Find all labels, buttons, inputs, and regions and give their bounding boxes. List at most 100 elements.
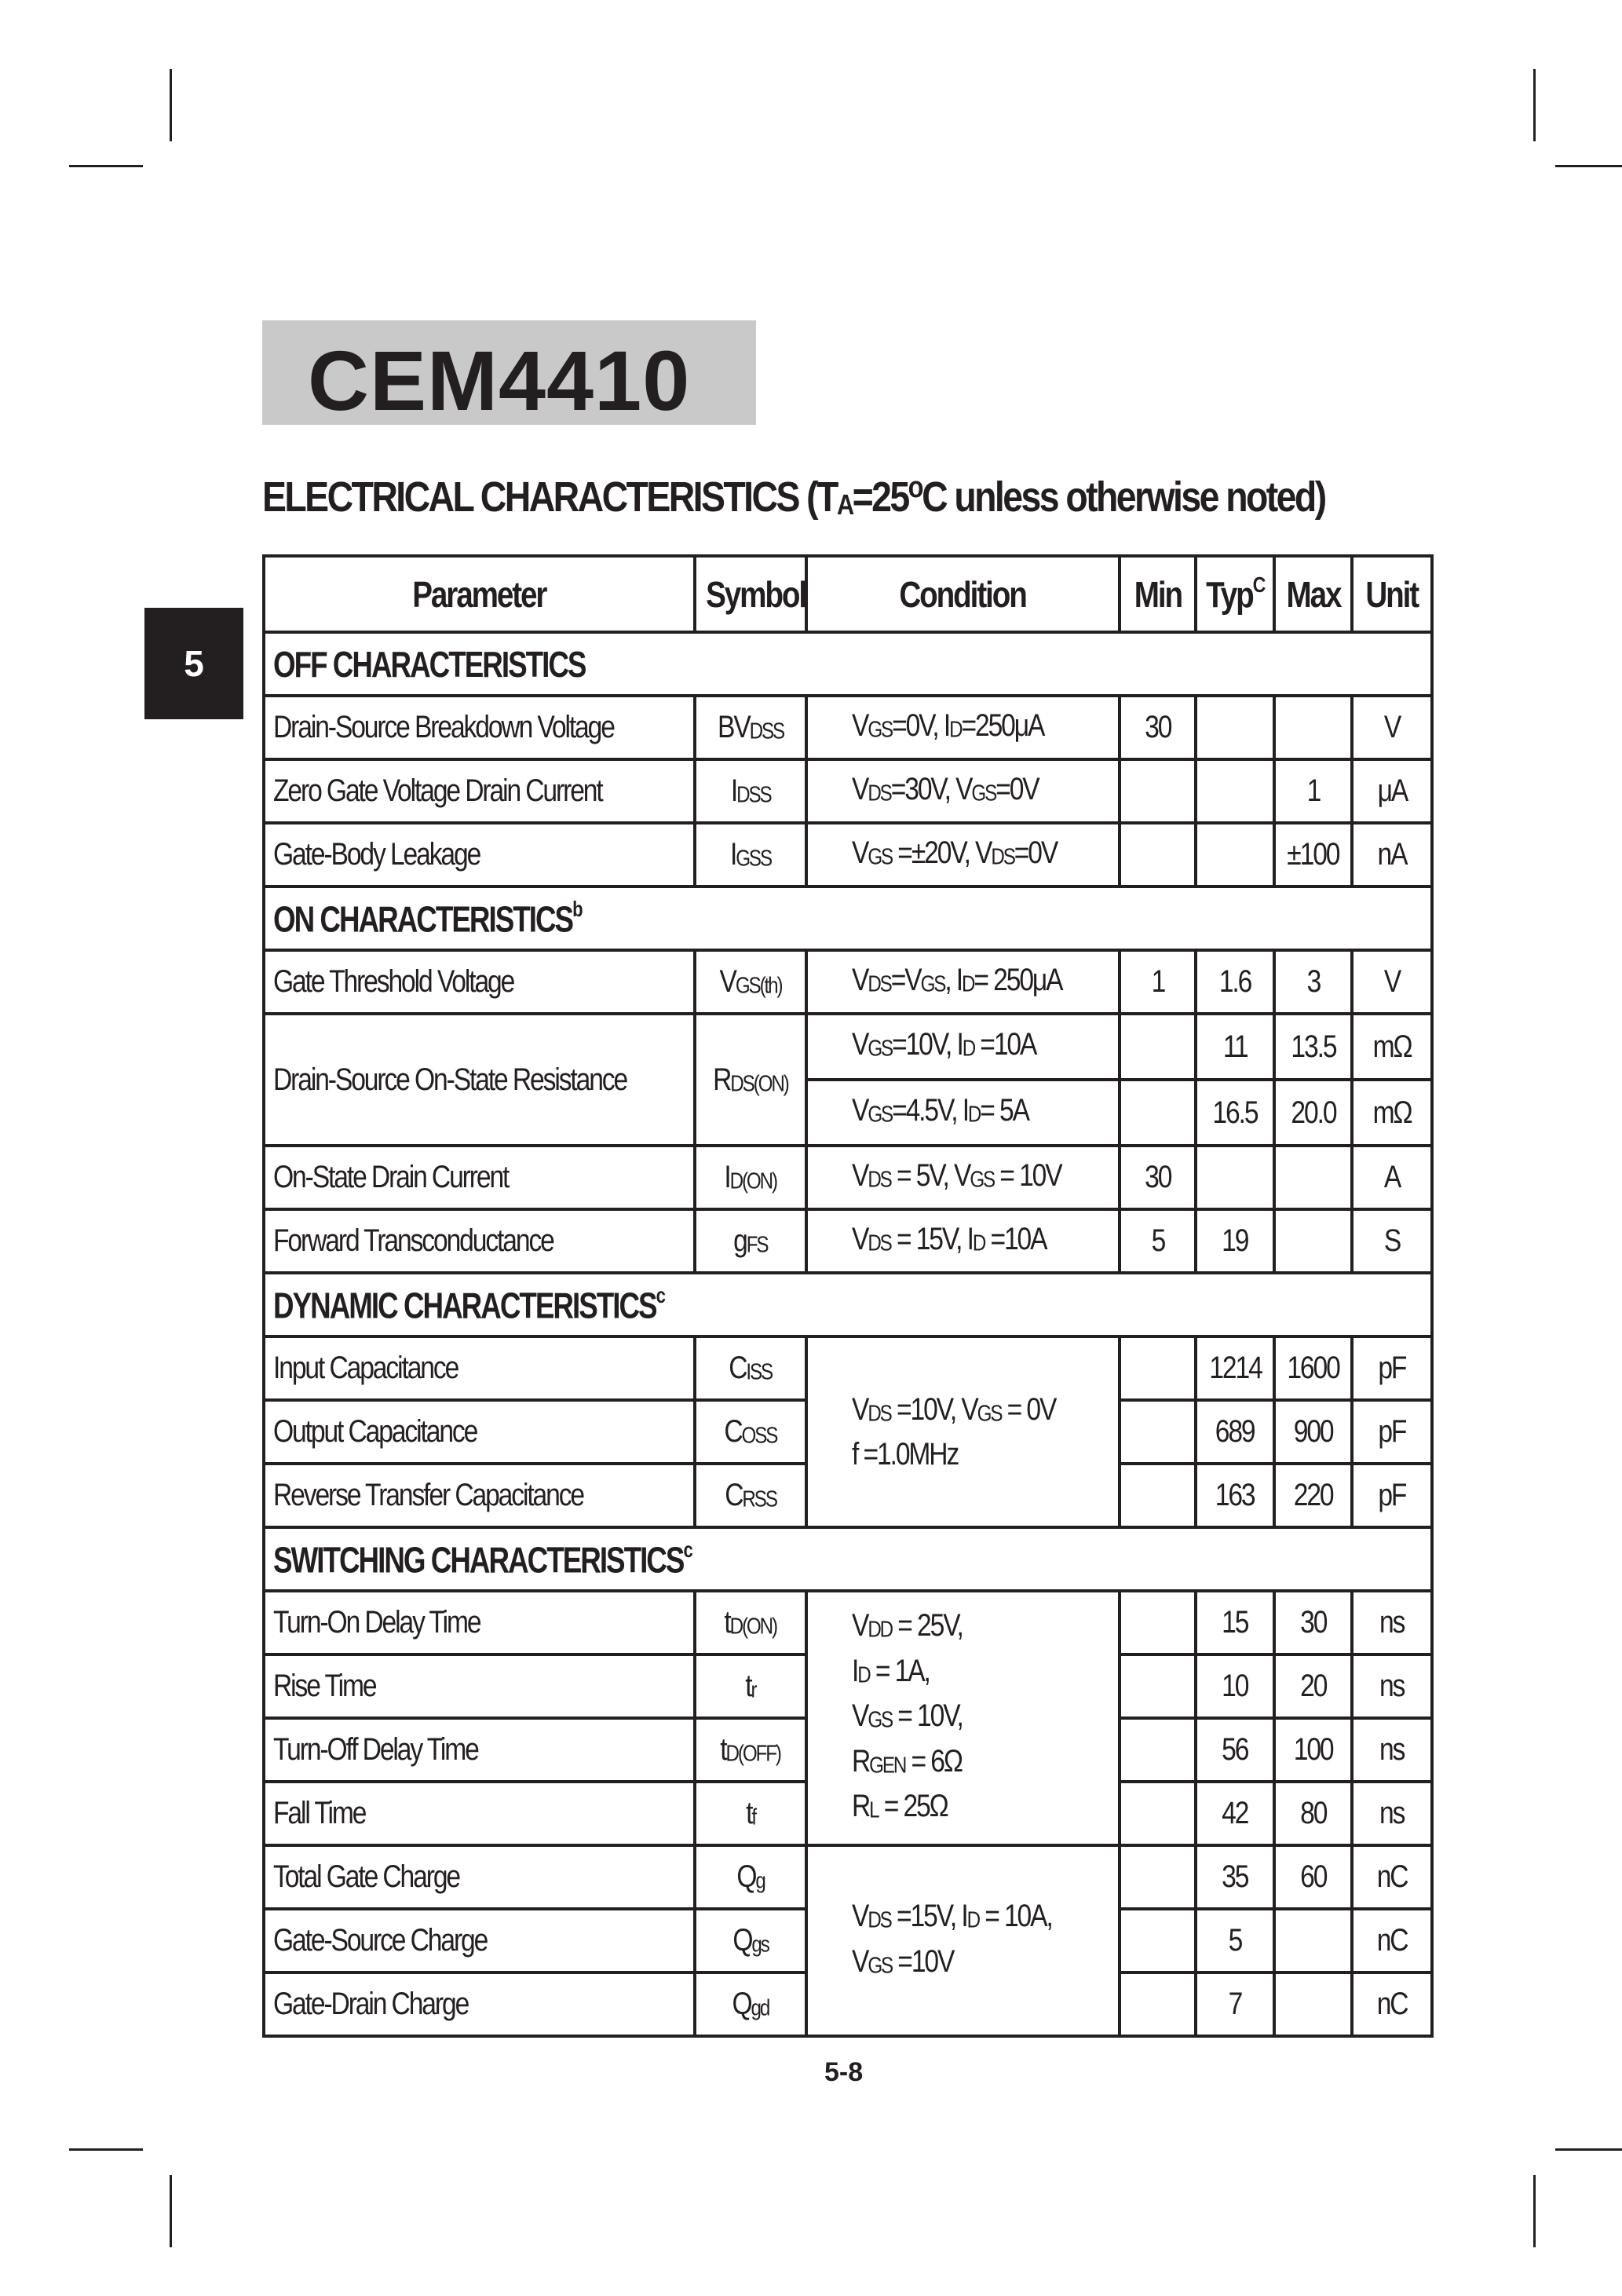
crop-mark	[170, 69, 172, 141]
typ-cell: 15	[1194, 1589, 1276, 1656]
parameter-cell: Rise Time	[262, 1653, 696, 1720]
max-cell: 3	[1273, 949, 1353, 1015]
min-cell	[1118, 1589, 1197, 1656]
table-row: Rise Time tr 10 20 ns	[262, 1653, 1434, 1720]
table-row: Forward Transconductance gFS VDS = 15V, ID…	[262, 1208, 1434, 1274]
section-tab: 5	[144, 608, 243, 719]
section-row: ON CHARACTERISTICSb	[262, 885, 1434, 952]
header-unit: Unit	[1350, 554, 1434, 634]
condition-cell: VGS=4.5V, ID= 5A	[805, 1078, 1121, 1147]
header-parameter: Parameter	[262, 554, 696, 634]
symbol-cell: Qgs	[693, 1907, 808, 1974]
page-number: 5-8	[824, 2057, 864, 2087]
parameter-cell: Zero Gate Voltage Drain Current	[262, 758, 696, 824]
unit-cell: nA	[1350, 821, 1434, 888]
parameter-cell: Forward Transconductance	[262, 1208, 696, 1274]
unit-cell: mΩ	[1350, 1012, 1434, 1081]
symbol-cell: COSS	[693, 1398, 808, 1465]
max-cell: 220	[1273, 1462, 1353, 1529]
condition-cell: VGS =±20V, VDS=0V	[805, 821, 1121, 888]
typ-cell: 16.5	[1194, 1078, 1276, 1147]
typ-cell: 7	[1194, 1971, 1276, 2038]
table-row: Zero Gate Voltage Drain Current IDSS VDS=3…	[262, 758, 1434, 824]
parameter-cell: Output Capacitance	[262, 1398, 696, 1465]
condition-cell: VDS=30V, VGS=0V	[805, 758, 1121, 824]
unit-cell: ns	[1350, 1780, 1434, 1847]
condition-cell: VDS = 15V, ID =10A	[805, 1208, 1121, 1274]
parameter-cell: Gate-Body Leakage	[262, 821, 696, 888]
min-cell	[1118, 1907, 1197, 1974]
header-typ: TypC	[1194, 554, 1276, 634]
table-row: Turn-Off Delay Time tD(OFF) 56 100 ns	[262, 1717, 1434, 1783]
min-cell	[1118, 1971, 1197, 2038]
condition-cell: VDS =10V, VGS = 0V f =1.0MHz	[805, 1335, 1121, 1529]
typ-cell: 35	[1194, 1844, 1276, 1910]
symbol-cell: VGS(th)	[693, 949, 808, 1015]
symbol-cell: gFS	[693, 1208, 808, 1274]
max-cell: 20.0	[1273, 1078, 1353, 1147]
symbol-cell: BVDSS	[693, 694, 808, 761]
max-cell: 1600	[1273, 1335, 1353, 1402]
unit-cell: nC	[1350, 1844, 1434, 1910]
symbol-cell: ID(ON)	[693, 1144, 808, 1211]
min-cell	[1118, 1012, 1197, 1081]
crop-mark	[1533, 69, 1536, 141]
parameter-cell: Reverse Transfer Capacitance	[262, 1462, 696, 1529]
crop-mark	[1555, 2148, 1622, 2151]
symbol-cell: Qg	[693, 1844, 808, 1910]
max-cell	[1273, 1971, 1353, 2038]
parameter-cell: Turn-On Delay Time	[262, 1589, 696, 1656]
symbol-cell: RDS(ON)	[693, 1012, 808, 1147]
table-row: Total Gate Charge Qg VDS =15V, ID = 10A, VG…	[262, 1844, 1434, 2038]
symbol-cell: tr	[693, 1653, 808, 1720]
section-title: SWITCHING CHARACTERISTICSc	[262, 1526, 1434, 1592]
crop-mark	[69, 165, 143, 167]
min-cell	[1118, 1653, 1197, 1720]
min-cell: 5	[1118, 1208, 1197, 1274]
max-cell	[1273, 694, 1353, 761]
typ-cell: 56	[1194, 1717, 1276, 1783]
condition-cell: VDS = 5V, VGS = 10V	[805, 1144, 1121, 1211]
table-row: Reverse Transfer Capacitance CRSS 163 220 pF	[262, 1462, 1434, 1529]
symbol-cell: IDSS	[693, 758, 808, 824]
unit-cell: pF	[1350, 1335, 1434, 1402]
condition-cell: VDD = 25V, ID = 1A, VGS = 10V, RGEN = 6Ω RL …	[805, 1589, 1121, 1847]
min-cell	[1118, 1780, 1197, 1847]
table-row: Turn-On Delay Time tD(ON) VDD = 25V, ID = 1…	[262, 1589, 1434, 1847]
max-cell: 80	[1273, 1780, 1353, 1847]
table-row: Drain-Source Breakdown Voltage BVDSS VGS=0…	[262, 694, 1434, 761]
unit-cell: ns	[1350, 1589, 1434, 1656]
table-row: Gate Threshold Voltage VGS(th) VDS=VGS, ID…	[262, 949, 1434, 1015]
symbol-cell: IGSS	[693, 821, 808, 888]
max-cell: 20	[1273, 1653, 1353, 1720]
section-row: SWITCHING CHARACTERISTICSc	[262, 1526, 1434, 1592]
section-title: DYNAMIC CHARACTERISTICSc	[262, 1271, 1434, 1338]
min-cell	[1118, 1335, 1197, 1402]
header-max: Max	[1273, 554, 1353, 634]
symbol-cell: tD(ON)	[693, 1589, 808, 1656]
unit-cell: V	[1350, 949, 1434, 1015]
parameter-cell: Drain-Source Breakdown Voltage	[262, 694, 696, 761]
typ-cell	[1194, 758, 1276, 824]
symbol-cell: CRSS	[693, 1462, 808, 1529]
min-cell: 30	[1118, 694, 1197, 761]
unit-cell: V	[1350, 694, 1434, 761]
typ-cell: 1214	[1194, 1335, 1276, 1402]
unit-cell: S	[1350, 1208, 1434, 1274]
min-cell	[1118, 1462, 1197, 1529]
section-title: ON CHARACTERISTICSb	[262, 885, 1434, 952]
parameter-cell: Total Gate Charge	[262, 1844, 696, 1910]
typ-cell	[1194, 1144, 1276, 1211]
unit-cell: A	[1350, 1144, 1434, 1211]
typ-cell: 42	[1194, 1780, 1276, 1847]
header-symbol: Symbol	[693, 554, 808, 634]
unit-cell: pF	[1350, 1462, 1434, 1529]
max-cell: ±100	[1273, 821, 1353, 888]
unit-cell: ns	[1350, 1717, 1434, 1783]
max-cell: 100	[1273, 1717, 1353, 1783]
typ-cell: 5	[1194, 1907, 1276, 1974]
section-title: OFF CHARACTERISTICS	[262, 631, 1434, 697]
typ-cell	[1194, 694, 1276, 761]
min-cell	[1118, 1398, 1197, 1465]
min-cell	[1118, 758, 1197, 824]
